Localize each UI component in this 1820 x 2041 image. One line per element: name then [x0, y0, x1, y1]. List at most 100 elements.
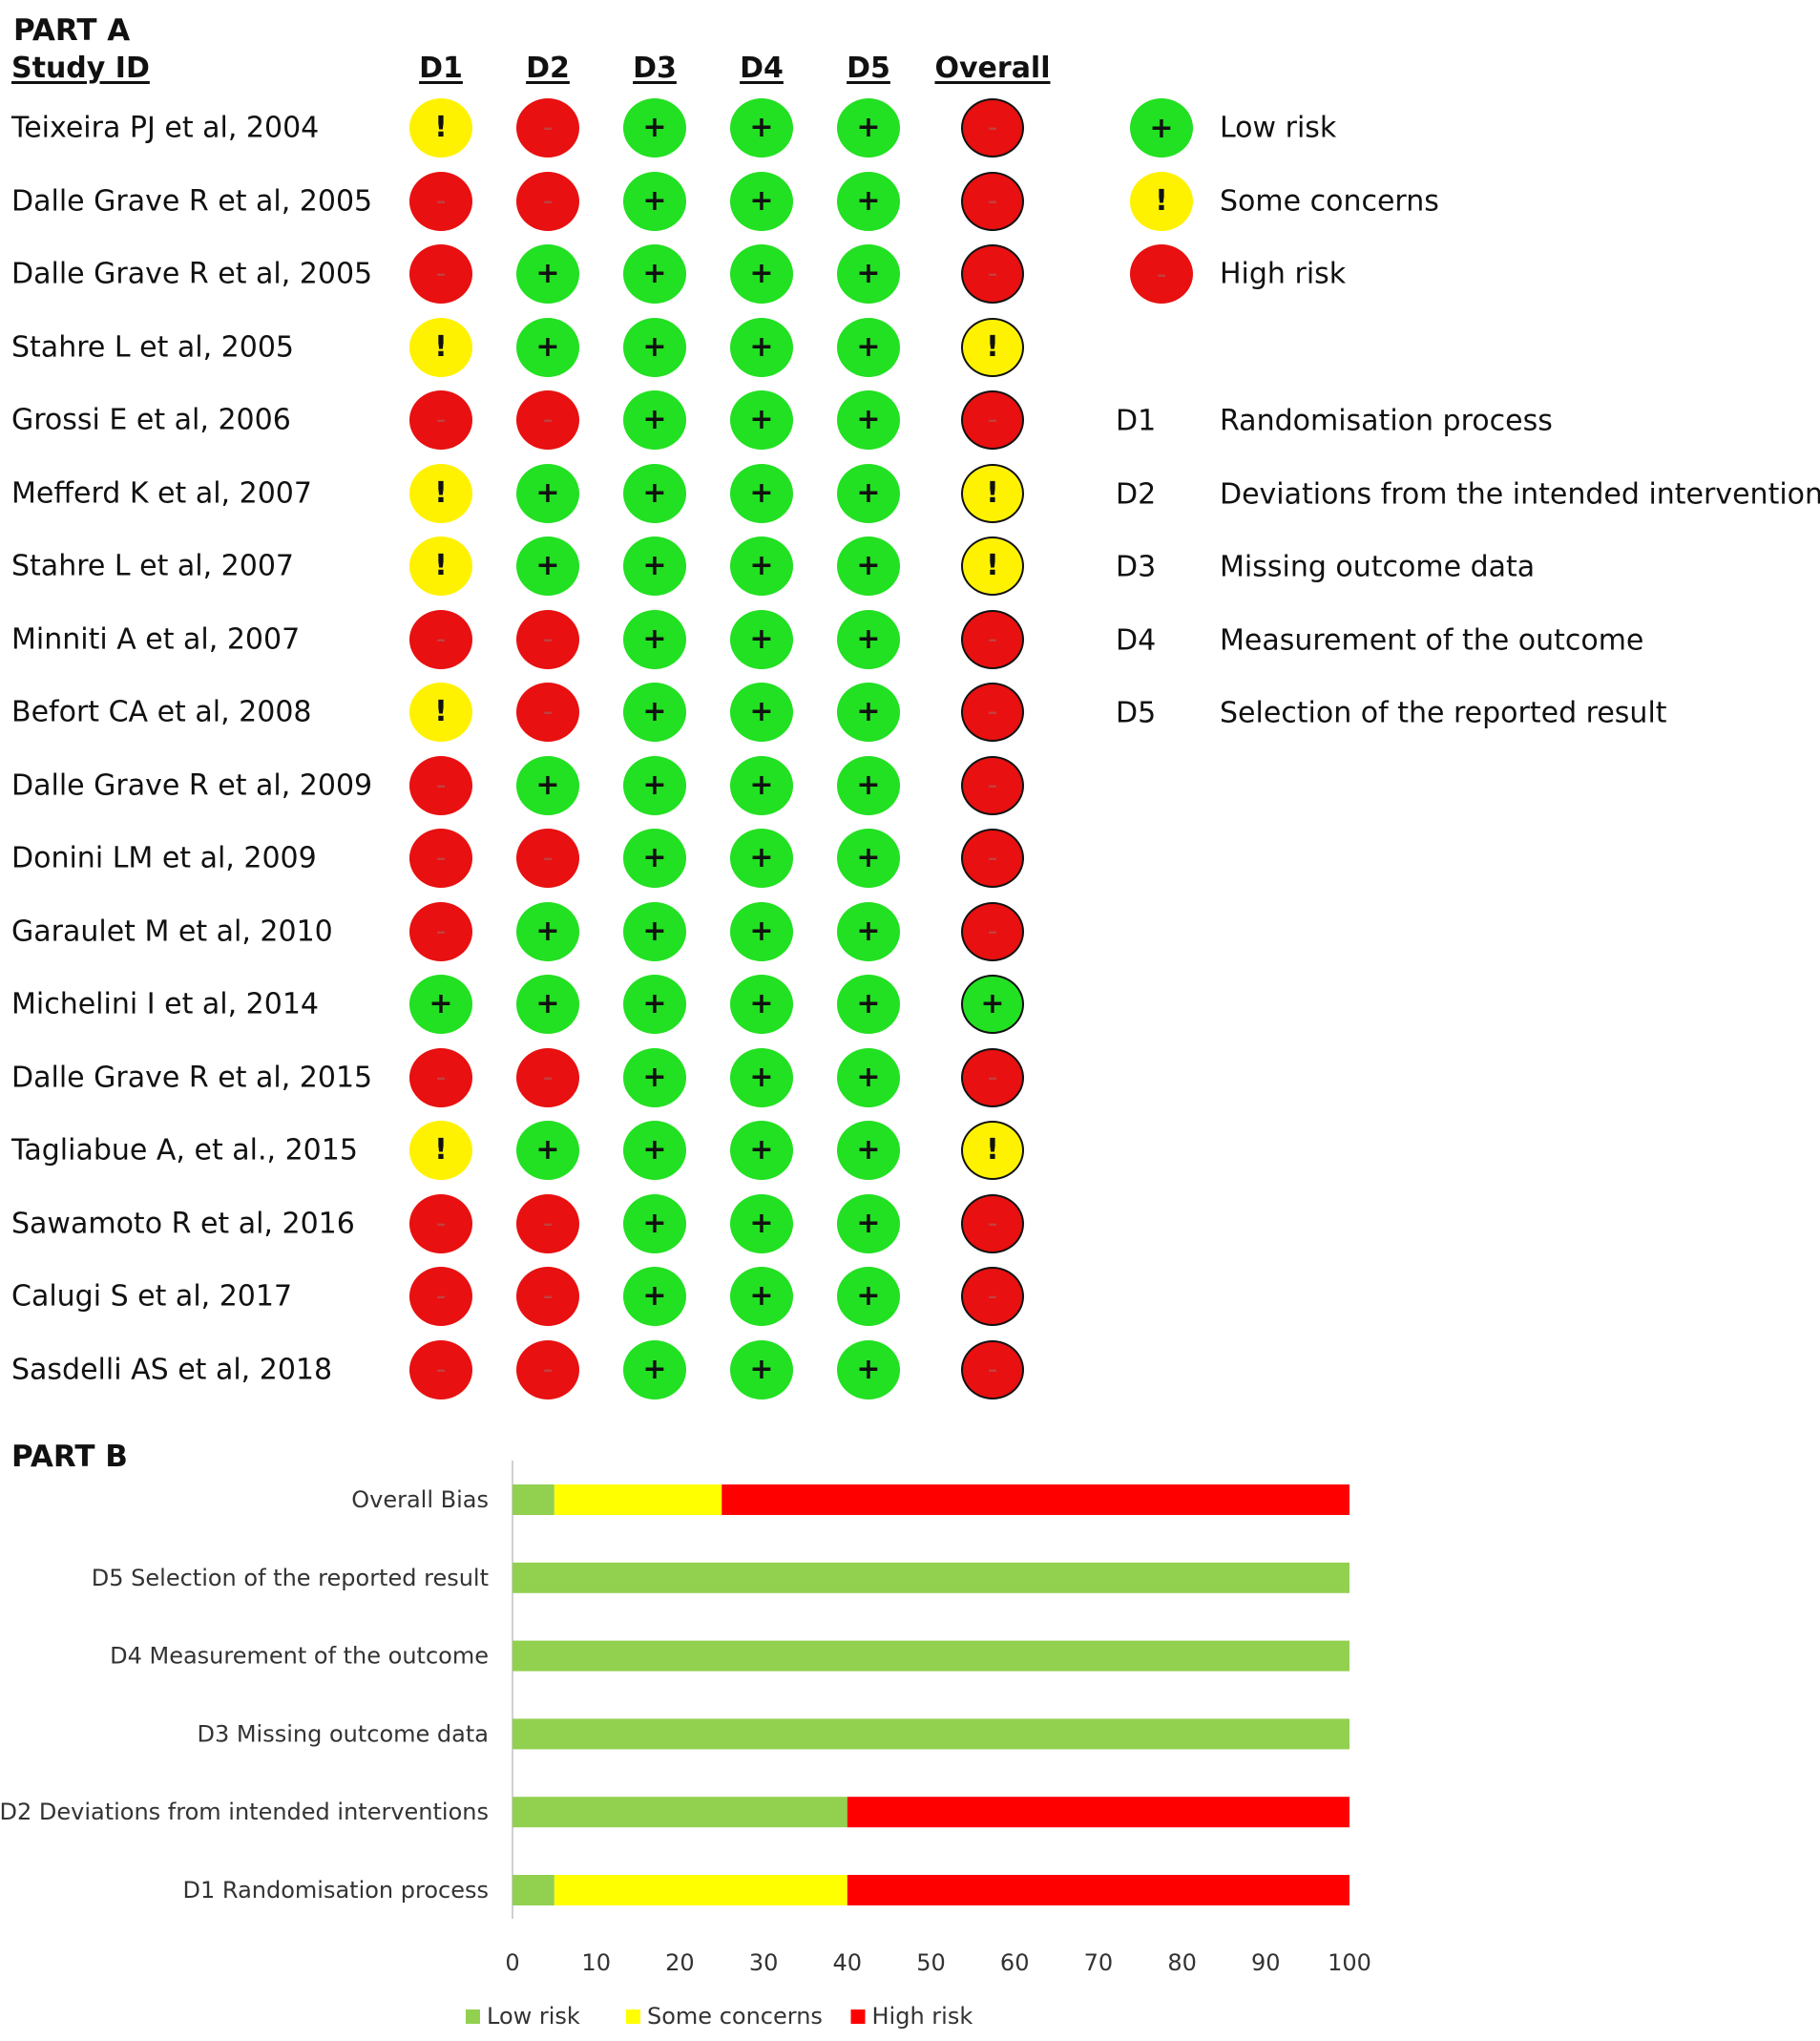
risk-dot-d1-some: !	[409, 537, 472, 596]
legend-swatch	[850, 2009, 866, 2024]
risk-symbol: +	[856, 475, 881, 510]
risk-symbol: !	[434, 695, 448, 728]
risk-dot-d1-high: -	[409, 1339, 472, 1399]
risk-symbol: +	[642, 1206, 667, 1240]
risk-symbol: -	[435, 841, 447, 874]
risk-dot-d4-low: +	[730, 98, 793, 158]
risk-symbol: +	[856, 841, 881, 874]
x-tick-label: 0	[505, 1949, 519, 1976]
bar-segment-low-risk	[513, 1875, 554, 1905]
risk-symbol: -	[987, 695, 998, 728]
study-label: Dalle Grave R et al, 2009	[11, 768, 373, 802]
risk-dot-d4-low: +	[730, 609, 793, 669]
domain-description: Measurement of the outcome	[1220, 623, 1644, 657]
risk-symbol: +	[642, 549, 667, 582]
risk-dot-d5-low: +	[837, 98, 900, 158]
x-tick-label: 20	[665, 1949, 695, 1976]
risk-dot-d3-low: +	[623, 901, 686, 961]
risk-dot-d3-low: +	[623, 683, 686, 742]
risk-symbol: +	[749, 1279, 774, 1313]
risk-dot-overall-high: -	[961, 244, 1024, 304]
risk-dot-overall-high: -	[961, 1267, 1024, 1326]
risk-symbol: +	[749, 914, 774, 948]
risk-dot-d2-low: +	[516, 1121, 579, 1180]
risk-symbol: +	[642, 841, 667, 874]
risk-symbol: -	[1156, 257, 1167, 291]
bar-segment-some-concerns	[554, 1875, 847, 1905]
risk-symbol: +	[642, 1279, 667, 1313]
part-b-heading: PART B	[11, 1440, 128, 1474]
risk-dot-d2-low: +	[516, 244, 579, 304]
risk-symbol: !	[434, 111, 448, 144]
risk-symbol: !	[434, 475, 448, 510]
risk-dot-d2-high: -	[516, 1193, 579, 1253]
risk-dot-d1-high: -	[409, 390, 472, 450]
risk-symbol: -	[987, 1206, 998, 1240]
risk-symbol: -	[435, 621, 447, 656]
legend-dot-high: -	[1130, 244, 1193, 304]
risk-dot-d1-high: -	[409, 1193, 472, 1253]
risk-symbol: +	[856, 183, 881, 218]
risk-dot-d3-low: +	[623, 609, 686, 669]
risk-dot-d4-low: +	[730, 1121, 793, 1180]
risk-symbol: +	[856, 257, 881, 290]
legend-dot-low: +	[1130, 98, 1193, 158]
risk-symbol: -	[987, 841, 998, 874]
domain-code: D1	[1116, 404, 1157, 438]
risk-dot-d5-low: +	[837, 1121, 900, 1180]
risk-dot-d4-low: +	[730, 683, 793, 742]
column-header-d1: D1	[419, 52, 463, 85]
risk-dot-d5-low: +	[837, 463, 900, 523]
domain-code: D4	[1116, 623, 1157, 657]
risk-dot-d3-low: +	[623, 829, 686, 888]
risk-symbol: +	[642, 1060, 667, 1094]
risk-dot-overall-some: !	[961, 317, 1024, 377]
risk-symbol: +	[856, 987, 881, 1020]
risk-symbol: +	[749, 621, 774, 656]
column-header-d2: D2	[526, 52, 570, 85]
risk-dot-d5-low: +	[837, 901, 900, 961]
risk-dot-d5-low: +	[837, 244, 900, 304]
risk-dot-d1-high: -	[409, 244, 472, 304]
legend-label-some: Some concerns	[1220, 184, 1439, 218]
domain-description: Randomisation process	[1220, 404, 1553, 438]
risk-symbol: +	[856, 111, 881, 144]
risk-symbol: -	[987, 768, 998, 802]
risk-symbol: +	[856, 1060, 881, 1094]
legend-label: High risk	[872, 2003, 973, 2030]
risk-dot-d2-low: +	[516, 317, 579, 377]
risk-dot-d2-high: -	[516, 683, 579, 742]
domain-description: Missing outcome data	[1220, 550, 1536, 584]
x-tick-label: 100	[1328, 1949, 1371, 1976]
risk-symbol: +	[856, 695, 881, 728]
study-label: Teixeira PJ et al, 2004	[11, 111, 320, 145]
risk-dot-overall-high: -	[961, 98, 1024, 158]
domain-description: Deviations from the intended interventio…	[1220, 477, 1820, 511]
study-id-header: Study ID	[11, 52, 150, 85]
risk-dot-d1-some: !	[409, 463, 472, 523]
x-tick-label: 50	[916, 1949, 946, 1976]
risk-symbol: -	[435, 1206, 447, 1240]
risk-symbol: -	[987, 1060, 998, 1094]
risk-symbol: +	[749, 111, 774, 144]
risk-symbol: +	[749, 1133, 774, 1167]
risk-dot-d1-low: +	[409, 975, 472, 1034]
legend-label: Some concerns	[647, 2003, 823, 2030]
risk-symbol: +	[642, 1352, 667, 1386]
risk-symbol: -	[542, 695, 554, 728]
risk-dot-d5-low: +	[837, 1267, 900, 1326]
risk-dot-d1-some: !	[409, 1121, 472, 1180]
risk-dot-d1-high: -	[409, 609, 472, 669]
risk-dot-d4-low: +	[730, 1339, 793, 1399]
risk-symbol: +	[642, 329, 667, 364]
risk-symbol: -	[435, 257, 447, 290]
risk-dot-d3-low: +	[623, 1047, 686, 1107]
risk-dot-d4-low: +	[730, 1193, 793, 1253]
study-label: Donini LM et al, 2009	[11, 841, 317, 875]
risk-symbol: +	[642, 768, 667, 802]
study-label: Stahre L et al, 2007	[11, 549, 295, 583]
risk-dot-d5-low: +	[837, 390, 900, 450]
risk-symbol: -	[542, 403, 554, 436]
risk-symbol: +	[642, 475, 667, 510]
risk-dot-d3-low: +	[623, 463, 686, 523]
